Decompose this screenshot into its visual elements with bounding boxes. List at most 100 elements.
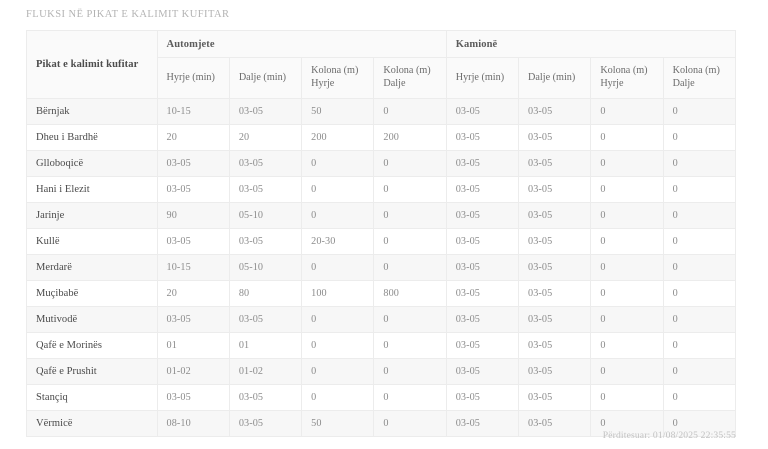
table-cell: 0 <box>373 98 447 125</box>
table-cell: 03-05 <box>445 150 520 177</box>
table-cell: 0 <box>662 150 737 177</box>
table-cell: 0 <box>373 358 447 385</box>
table-cell: 0 <box>373 306 447 333</box>
subheader-line2: Hyrje <box>311 78 335 89</box>
table-cell: 0 <box>590 254 664 281</box>
table-row: Merdarë 10-15 05-10 0 0 03-05 03-05 0 0 <box>26 254 737 281</box>
table-cell: 0 <box>590 280 664 307</box>
table-cell: 0 <box>590 150 664 177</box>
table-row: Jarinje 90 05-10 0 0 03-05 03-05 0 0 <box>26 202 737 229</box>
row-header-crossing-point: Bërnjak <box>26 98 158 125</box>
table-cell: 01 <box>228 332 303 359</box>
row-header-crossing-point: Dheu i Bardhë <box>26 124 158 151</box>
row-header-crossing-point: Kullë <box>26 228 158 255</box>
table-cell: 0 <box>373 176 447 203</box>
table-cell: 0 <box>662 384 737 411</box>
table-cell: 0 <box>662 176 737 203</box>
table-cell: 03-05 <box>445 332 520 359</box>
table-cell: 0 <box>590 384 664 411</box>
table-cell: 03-05 <box>156 384 230 411</box>
table-cell: 0 <box>590 332 664 359</box>
table-cell: 03-05 <box>445 98 520 125</box>
table-row: Mutivodë 03-05 03-05 0 0 03-05 03-05 0 0 <box>26 306 737 333</box>
table-head: Pikat e kalimit kufitar Automjete Kamion… <box>26 30 737 99</box>
row-header-crossing-point: Mutivodë <box>26 306 158 333</box>
table-cell: 03-05 <box>156 228 230 255</box>
table-cell: 0 <box>590 306 664 333</box>
table-row: Hani i Elezit 03-05 03-05 0 0 03-05 03-05 0 0 <box>26 176 737 203</box>
table-cell: 0 <box>301 150 375 177</box>
table-cell: 03-05 <box>518 306 592 333</box>
table-cell: 0 <box>301 176 375 203</box>
table-cell: 0 <box>590 202 664 229</box>
border-crossing-flux-table-container: Pikat e kalimit kufitar Automjete Kamion… <box>26 30 737 437</box>
table-cell: 03-05 <box>518 150 592 177</box>
table-cell: 01 <box>156 332 230 359</box>
table-cell: 0 <box>662 280 737 307</box>
subheader-line1: Kolona (m) <box>383 65 431 77</box>
border-crossing-flux-table: Pikat e kalimit kufitar Automjete Kamion… <box>26 30 737 437</box>
table-cell: 03-05 <box>445 306 520 333</box>
table-row: Dheu i Bardhë 20 20 200 200 03-05 03-05 0 0 <box>26 124 737 151</box>
subheader-line2: Dalje <box>383 78 406 89</box>
table-cell: 0 <box>373 254 447 281</box>
table-cell: 03-05 <box>518 410 592 437</box>
column-header-kamione-kolona-dalje: Kolona (m) Dalje <box>662 57 737 99</box>
subheader-line2: Hyrje <box>600 78 624 89</box>
table-cell: 20 <box>156 124 230 151</box>
table-cell: 03-05 <box>445 410 520 437</box>
table-row: Muçibabë 20 80 100 800 03-05 03-05 0 0 <box>26 280 737 307</box>
table-row: Vërmicë 08-10 03-05 50 0 03-05 03-05 0 0 <box>26 410 737 437</box>
table-cell: 0 <box>662 124 737 151</box>
row-header-crossing-point: Qafë e Morinës <box>26 332 158 359</box>
table-cell: 0 <box>662 306 737 333</box>
row-header-crossing-point: Glloboqicë <box>26 150 158 177</box>
table-cell: 03-05 <box>445 384 520 411</box>
row-header-crossing-point: Muçibabë <box>26 280 158 307</box>
table-cell: 0 <box>301 306 375 333</box>
table-cell: 0 <box>301 202 375 229</box>
table-cell: 80 <box>228 280 303 307</box>
table-cell: 03-05 <box>518 176 592 203</box>
column-header-automjete-hyrje-min: Hyrje (min) <box>156 57 230 99</box>
table-cell: 0 <box>373 228 447 255</box>
table-cell: 01-02 <box>228 358 303 385</box>
table-cell: 50 <box>301 98 375 125</box>
table-cell: 03-05 <box>518 228 592 255</box>
last-updated-label: Përditesuar: 01/08/2025 22:35:55 <box>602 430 736 441</box>
table-cell: 0 <box>373 202 447 229</box>
column-header-automjete-kolona-hyrje: Kolona (m) Hyrje <box>301 57 375 99</box>
table-cell: 0 <box>301 358 375 385</box>
table-cell: 05-10 <box>228 254 303 281</box>
table-cell: 03-05 <box>156 306 230 333</box>
table-cell: 03-05 <box>518 98 592 125</box>
table-cell: 0 <box>662 202 737 229</box>
table-cell: 0 <box>301 254 375 281</box>
table-cell: 05-10 <box>228 202 303 229</box>
subheader-line1: Kolona (m) <box>672 65 720 77</box>
table-group-header-row: Pikat e kalimit kufitar Automjete Kamion… <box>26 30 737 99</box>
table-cell: 03-05 <box>228 228 303 255</box>
table-cell: 800 <box>373 280 447 307</box>
table-row: Kullë 03-05 03-05 20-30 0 03-05 03-05 0 0 <box>26 228 737 255</box>
table-cell: 20 <box>228 124 303 151</box>
table-cell: 0 <box>373 410 447 437</box>
table-cell: 03-05 <box>228 306 303 333</box>
table-row: Glloboqicë 03-05 03-05 0 0 03-05 03-05 0 0 <box>26 150 737 177</box>
subheader-line1: Hyrje (min) <box>455 71 505 83</box>
table-cell: 03-05 <box>156 176 230 203</box>
table-cell: 0 <box>301 332 375 359</box>
table-cell: 03-05 <box>228 98 303 125</box>
column-header-kamione-kolona-hyrje: Kolona (m) Hyrje <box>590 57 664 99</box>
table-row: Qafë e Prushit 01-02 01-02 0 0 03-05 03-05 0 0 <box>26 358 737 385</box>
table-cell: 03-05 <box>445 124 520 151</box>
table-row: Qafë e Morinës 01 01 0 0 03-05 03-05 0 0 <box>26 332 737 359</box>
page-title: FLUKSI NË PIKAT E KALIMIT KUFITAR <box>26 9 230 20</box>
table-cell: 10-15 <box>156 98 230 125</box>
row-header-crossing-point: Merdarë <box>26 254 158 281</box>
column-group-header-automjete: Automjete <box>156 30 447 58</box>
table-cell: 0 <box>590 176 664 203</box>
subheader-line2: Dalje <box>672 78 695 89</box>
table-cell: 03-05 <box>518 384 592 411</box>
